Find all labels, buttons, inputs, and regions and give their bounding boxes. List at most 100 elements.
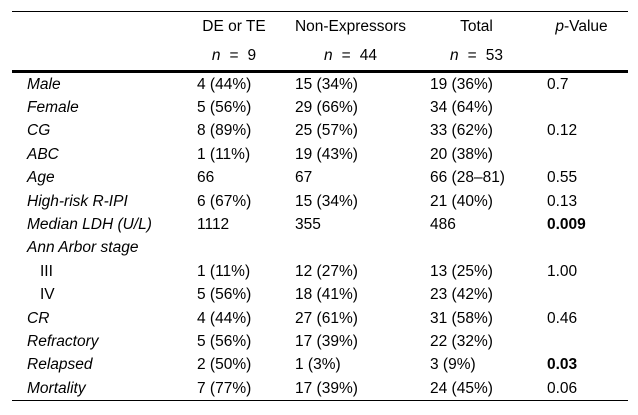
cell-p-value: 0.12 [547,122,578,140]
table-row-male: Male 4 (44%) 15 (34%) 19 (36%) 0.7 [12,72,628,97]
p-value-rest: -Value [563,17,608,35]
row-label-indented: IV [40,286,55,304]
equals-sign: = [229,46,239,64]
cell-de-or-te: 8 (89%) [197,122,252,140]
cell-p-value: 1.00 [547,262,578,280]
cell-de-or-te: 7 (77%) [197,379,252,397]
cell-non-expressors: 29 (66%) [295,99,358,117]
cell-de-or-te: 5 (56%) [197,332,252,350]
n-value: 53 [485,46,503,64]
table-body: Male 4 (44%) 15 (34%) 19 (36%) 0.7 Femal… [12,72,628,401]
table-row-relapsed: Relapsed 2 (50%) 1 (3%) 3 (9%) 0.03 [12,354,628,377]
cell-non-expressors [283,237,418,260]
cell-p-value [535,143,628,166]
cell-p-value: 0.7 [547,75,569,93]
cell-non-expressors: 15 (34%) [295,192,358,210]
cell-total: 24 (45%) [430,379,493,397]
cell-de-or-te [185,237,283,260]
cell-p-value: 0.55 [547,169,578,187]
cell-de-or-te: 5 (56%) [197,99,252,117]
cell-total: 23 (42%) [430,286,493,304]
row-label: Refractory [27,332,99,350]
table-row-abc: ABC 1 (11%) 19 (43%) 20 (38%) [12,143,628,166]
cell-de-or-te: 5 (56%) [197,286,252,304]
cell-total: 21 (40%) [430,192,493,210]
cell-p-value [535,330,628,353]
cell-total: 20 (38%) [430,145,493,163]
cell-de-or-te: 2 (50%) [197,356,252,374]
equals-sign: = [467,46,477,64]
cell-p-value-significant: 0.009 [547,216,586,234]
patient-characteristics-table: DE or TE Non-Expressors Total p-Value n =… [12,11,628,402]
cell-non-expressors: 12 (27%) [295,262,358,280]
cell-total: 31 (58%) [430,309,493,327]
cell-total: 22 (32%) [430,332,493,350]
n-symbol: n [211,46,221,64]
p-value-italic-p: p [555,17,564,35]
n-count-non-expressors: n = 44 [283,41,418,72]
cell-total: 3 (9%) [430,356,476,374]
n-symbol: n [450,46,459,64]
cell-p-value: 0.13 [547,192,578,210]
header-row-groups: DE or TE Non-Expressors Total p-Value [12,12,628,42]
cell-total: 13 (25%) [430,262,493,280]
row-label: ABC [27,145,59,163]
cell-non-expressors: 27 (61%) [295,309,358,327]
cell-total: 486 [430,216,456,234]
row-label: Age [27,169,55,187]
equals-sign: = [341,46,351,64]
row-label: Relapsed [27,356,93,374]
row-label: Ann Arbor stage [27,239,139,257]
cell-de-or-te: 4 (44%) [197,309,252,327]
n-value: 9 [247,46,257,64]
row-label: Male [27,75,61,93]
table-row-age: Age 66 67 66 (28–81) 0.55 [12,167,628,190]
n-count-de-or-te: n = 9 [185,41,283,72]
cell-de-or-te: 4 (44%) [197,75,252,93]
table-row-high-risk-r-ipi: High-risk R-IPI 6 (67%) 15 (34%) 21 (40%… [12,190,628,213]
cell-non-expressors: 15 (34%) [295,75,358,93]
row-label: CR [27,309,50,327]
cell-non-expressors: 17 (39%) [295,332,358,350]
n-value: 44 [359,46,377,64]
header-row-n-counts: n = 9 n = 44 n = 53 [12,41,628,72]
cell-non-expressors: 25 (57%) [295,122,358,140]
cell-de-or-te: 1 (11%) [197,145,251,163]
cell-total [418,237,535,260]
table-row-cg: CG 8 (89%) 25 (57%) 33 (62%) 0.12 [12,120,628,143]
row-label-indented: III [40,262,53,280]
table-row-stage-iii: III 1 (11%) 12 (27%) 13 (25%) 1.00 [12,260,628,283]
col-header-total: Total [460,17,493,35]
cell-p-value [535,284,628,307]
cell-p-value: 0.06 [547,379,578,397]
row-label: Median LDH (U/L) [27,216,152,234]
col-header-p-value: p-Value [535,12,628,42]
n-count-total: n = 53 [418,41,535,72]
cell-de-or-te: 1112 [197,216,230,234]
cell-total: 34 (64%) [430,99,493,117]
cell-de-or-te: 66 [197,169,215,187]
cell-non-expressors: 355 [295,216,321,234]
header-empty-cell [535,41,628,72]
col-header-de-or-te: DE or TE [202,17,266,35]
col-header-non-expressors: Non-Expressors [294,17,407,35]
cell-non-expressors: 1 (3%) [295,356,341,374]
cell-non-expressors: 67 [295,169,313,187]
cell-p-value [535,237,628,260]
cell-total: 66 (28–81) [430,169,505,187]
cell-de-or-te: 6 (67%) [197,192,252,210]
cell-p-value [535,96,628,119]
cell-non-expressors: 19 (43%) [295,145,358,163]
cell-non-expressors: 17 (39%) [295,379,358,397]
row-label: High-risk R-IPI [27,192,128,210]
table-row-ann-arbor-stage: Ann Arbor stage [12,237,628,260]
table-row-mortality: Mortality 7 (77%) 17 (39%) 24 (45%) 0.06 [12,377,628,401]
table-row-stage-iv: IV 5 (56%) 18 (41%) 23 (42%) [12,284,628,307]
header-empty-cell [12,41,185,72]
table-row-female: Female 5 (56%) 29 (66%) 34 (64%) [12,96,628,119]
cell-total: 19 (36%) [430,75,493,93]
table-row-refractory: Refractory 5 (56%) 17 (39%) 22 (32%) [12,330,628,353]
table-row-cr: CR 4 (44%) 27 (61%) 31 (58%) 0.46 [12,307,628,330]
table-header: DE or TE Non-Expressors Total p-Value n =… [12,12,628,72]
